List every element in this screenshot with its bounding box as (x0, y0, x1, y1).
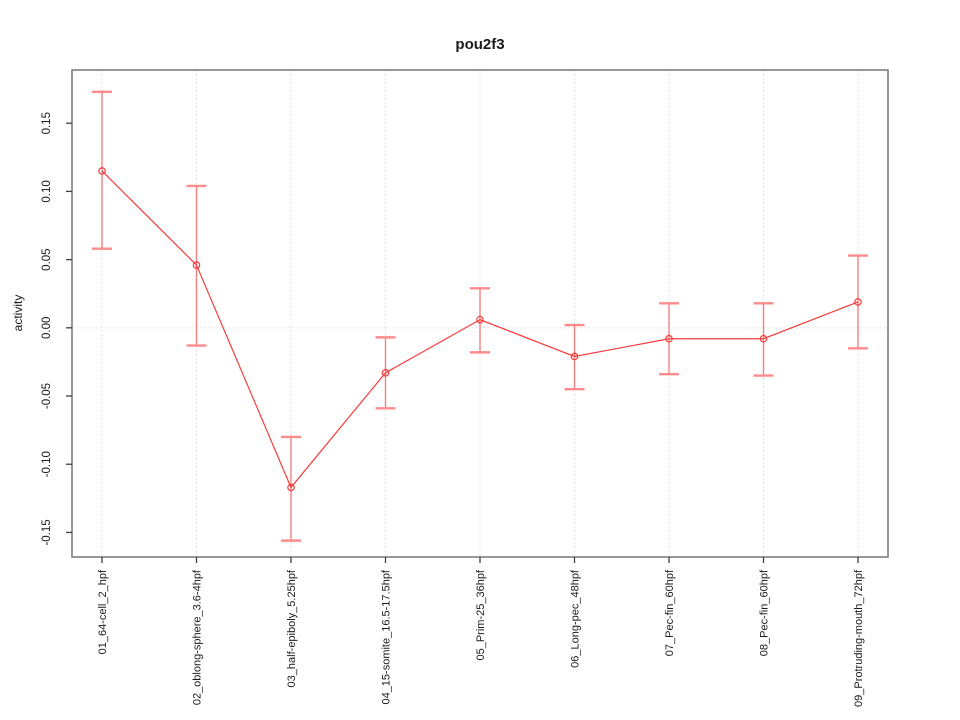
data-point (192, 261, 201, 269)
series-line (101, 170, 859, 489)
x-tick-label: 04_15-somite_16.5-17.5hpf (381, 569, 393, 704)
data-point (98, 167, 106, 175)
data-point (570, 352, 579, 361)
y-tick-label: -0.05 (41, 383, 53, 409)
data-point (854, 298, 862, 306)
y-axis-label: activity (11, 295, 25, 332)
x-tick-label: 09_Protruding-mouth_72hpf (853, 569, 865, 707)
x-tick-label: 05_Prim-25_36hpf (475, 569, 487, 660)
x-tick-label: 07_Pec-fin_60hpf (664, 569, 676, 656)
x-tick-label: 06_Long-pec_48hpf (570, 569, 582, 668)
axes-layer: 0.15 0.10 0.05 0.00 -0.05 -0.10 -0.15 01_64-cel… (41, 69, 889, 707)
data-point (665, 334, 673, 343)
x-tick-label: 01_64-cell_2_hpf (97, 569, 109, 654)
data-point (287, 483, 295, 492)
data-point (759, 334, 768, 343)
y-tick-label: 0.15 (41, 112, 53, 134)
y-tick-label: 0.10 (41, 180, 53, 202)
x-tick-label: 02_oblong-sphere_3.6-4hpf (192, 569, 204, 705)
y-tick-label: -0.10 (41, 451, 53, 477)
data-point (476, 315, 484, 324)
data-series-layer (92, 90, 868, 542)
x-tick-label: 08_Pec-fin_60hpf (759, 569, 771, 656)
x-tick-label: 03_half-epiboly_5.25hpf (286, 569, 298, 687)
chart-title: pou2f3 (455, 36, 504, 53)
y-tick-label: 0.00 (41, 317, 53, 339)
y-tick-label: 0.05 (41, 248, 53, 270)
y-tick-label: -0.15 (41, 519, 53, 545)
data-point (381, 369, 390, 377)
